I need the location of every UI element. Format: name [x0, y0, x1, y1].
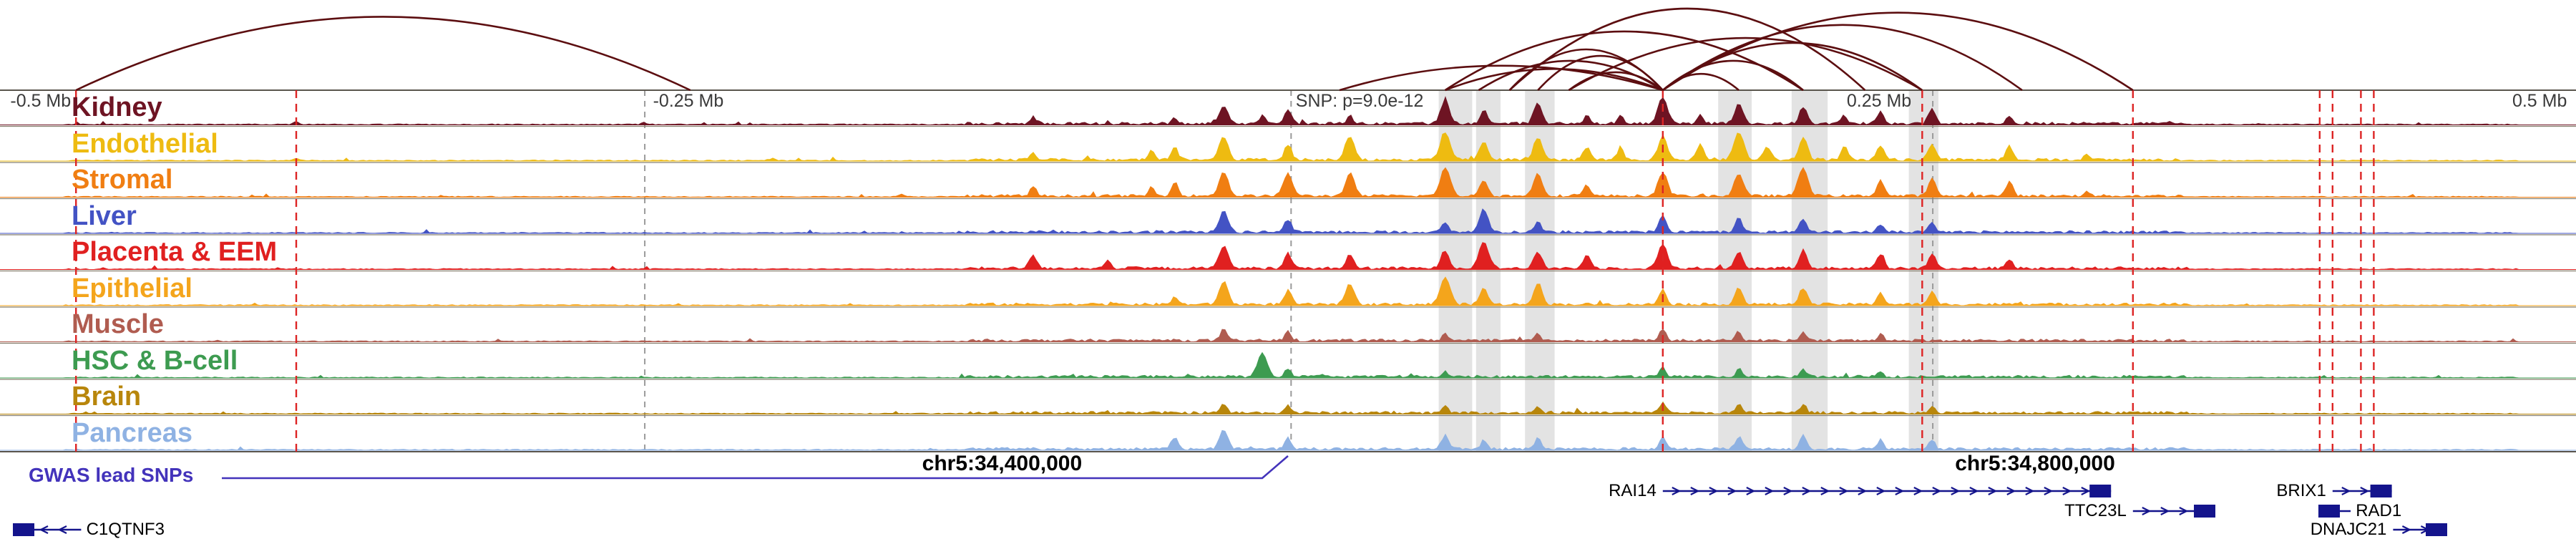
gene-model-dnajc21	[2393, 523, 2447, 536]
interaction-arc	[1339, 64, 1664, 92]
strand-arrow-icon	[1988, 487, 1998, 495]
interaction-arc	[75, 16, 691, 92]
interaction-arc	[1568, 37, 1923, 92]
strand-arrow-icon	[2006, 487, 2016, 495]
interaction-arcs	[75, 7, 2134, 92]
strand-arrow-icon	[1783, 487, 1793, 495]
strand-arrow-icon	[2025, 487, 2035, 495]
interaction-arc	[1537, 54, 1664, 91]
strand-arrow-icon	[1839, 487, 1849, 495]
signal-tracks	[0, 96, 2576, 451]
strand-arrow-icon	[1969, 487, 1979, 495]
gwas-pointer	[222, 455, 1289, 480]
gwas-pointer-line	[222, 455, 1289, 480]
gene-model-rai14	[1662, 485, 2112, 497]
signal-track-epithelial	[0, 276, 2576, 306]
signal-track-muscle	[0, 329, 2576, 343]
strand-arrow-icon	[2044, 487, 2054, 495]
interaction-arc	[1445, 68, 1664, 92]
gene-exon-block	[2426, 523, 2447, 536]
strand-arrow-icon	[1690, 487, 1700, 495]
strand-arrow-icon	[1820, 487, 1830, 495]
strand-arrow-icon	[2142, 507, 2152, 515]
strand-arrow-icon	[2401, 525, 2411, 534]
strand-arrow-icon	[1913, 487, 1923, 495]
signal-track-pancreas	[0, 429, 2576, 451]
interaction-arc	[1662, 24, 2023, 92]
gene-model-brix1	[2332, 485, 2392, 497]
gene-exon-block	[2089, 485, 2112, 497]
gene-exon-block	[2194, 505, 2215, 518]
red-dashed-lines	[74, 90, 2375, 452]
strand-arrow-icon	[2081, 487, 2091, 495]
gene-model-ttc23l	[2132, 505, 2215, 518]
strand-arrow-icon	[2360, 487, 2370, 495]
gray-gridlines	[644, 90, 1934, 452]
gene-models	[13, 485, 2447, 536]
strand-arrow-icon	[1727, 487, 1737, 495]
strand-arrow-icon	[2179, 507, 2189, 515]
signal-track-brain	[0, 401, 2576, 415]
gene-exon-block	[2318, 505, 2340, 518]
signal-track-endothelial	[0, 132, 2576, 162]
gene-exon-block	[13, 523, 34, 536]
strand-arrow-icon	[57, 525, 67, 534]
strand-arrow-icon	[1746, 487, 1756, 495]
strand-arrow-icon	[2160, 507, 2170, 515]
strand-arrow-icon	[1709, 487, 1719, 495]
interaction-arc	[1444, 30, 1804, 92]
strand-arrow-icon	[1951, 487, 1961, 495]
gene-model-rad1	[2318, 505, 2351, 518]
interaction-arc	[1508, 7, 1866, 91]
signal-track-liver	[0, 208, 2576, 234]
strand-arrow-icon	[1858, 487, 1868, 495]
gene-model-c1qtnf3	[13, 523, 82, 536]
strand-arrow-icon	[1802, 487, 1812, 495]
strand-arrow-icon	[1765, 487, 1775, 495]
strand-arrow-icon	[2341, 487, 2351, 495]
strand-arrow-icon	[39, 525, 49, 534]
strand-arrow-icon	[1876, 487, 1886, 495]
strand-arrow-icon	[1895, 487, 1905, 495]
strand-arrow-icon	[2062, 487, 2072, 495]
signal-track-hsc-b-cell	[0, 351, 2576, 379]
signal-track-kidney	[0, 96, 2576, 126]
gene-exon-block	[2370, 485, 2392, 497]
track-separators	[0, 89, 2576, 452]
interaction-arc	[1662, 11, 2134, 92]
signal-track-placenta-eem	[0, 242, 2576, 271]
signal-track-stromal	[0, 167, 2576, 198]
strand-arrow-icon	[1672, 487, 1682, 495]
strand-arrow-icon	[1932, 487, 1942, 495]
